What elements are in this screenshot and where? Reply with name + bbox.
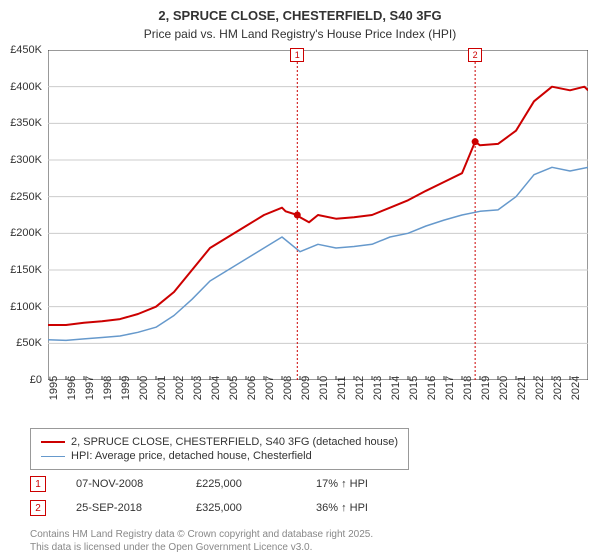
x-tick-label: 1997: [84, 376, 96, 400]
x-tick-label: 2016: [426, 376, 438, 400]
y-tick-label: £400K: [10, 81, 42, 93]
chart-title-line1: 2, SPRUCE CLOSE, CHESTERFIELD, S40 3FG: [0, 0, 600, 25]
legend-item-hpi: HPI: Average price, detached house, Ches…: [41, 449, 398, 463]
footnote-line1: Contains HM Land Registry data © Crown c…: [30, 528, 373, 541]
plot-svg: [48, 50, 588, 380]
x-tick-label: 2019: [480, 376, 492, 400]
plot-area: 12: [48, 50, 588, 380]
x-tick-label: 2018: [462, 376, 474, 400]
chart-marker-badge: 1: [290, 48, 304, 62]
y-tick-label: £50K: [16, 337, 42, 349]
x-tick-label: 2006: [246, 376, 258, 400]
legend: 2, SPRUCE CLOSE, CHESTERFIELD, S40 3FG (…: [30, 428, 409, 470]
x-tick-label: 2015: [408, 376, 420, 400]
y-axis: £0£50K£100K£150K£200K£250K£300K£350K£400…: [0, 50, 46, 380]
marker-price-2: £325,000: [196, 502, 286, 514]
footnote-line2: This data is licensed under the Open Gov…: [30, 541, 373, 554]
markers-table: 1 07-NOV-2008 £225,000 17% ↑ HPI 2 25-SE…: [30, 472, 406, 520]
x-tick-label: 2010: [318, 376, 330, 400]
x-tick-label: 1996: [66, 376, 78, 400]
legend-label-1: HPI: Average price, detached house, Ches…: [71, 450, 312, 462]
y-tick-label: £350K: [10, 117, 42, 129]
y-tick-label: £150K: [10, 264, 42, 276]
x-tick-label: 2020: [498, 376, 510, 400]
x-tick-label: 2008: [282, 376, 294, 400]
x-tick-label: 2021: [516, 376, 528, 400]
chart-container: 2, SPRUCE CLOSE, CHESTERFIELD, S40 3FG P…: [0, 0, 600, 560]
footnote: Contains HM Land Registry data © Crown c…: [30, 528, 373, 554]
y-tick-label: £100K: [10, 301, 42, 313]
marker-date-2: 25-SEP-2018: [76, 502, 166, 514]
x-axis: 1995199619971998199920002001200220032004…: [48, 384, 588, 424]
y-tick-label: £250K: [10, 191, 42, 203]
legend-swatch-1: [41, 456, 65, 457]
marker-price-1: £225,000: [196, 478, 286, 490]
x-tick-label: 2001: [156, 376, 168, 400]
y-tick-label: £200K: [10, 227, 42, 239]
x-tick-label: 2005: [228, 376, 240, 400]
x-tick-label: 2012: [354, 376, 366, 400]
x-tick-label: 2014: [390, 376, 402, 400]
marker-row-1: 1 07-NOV-2008 £225,000 17% ↑ HPI: [30, 472, 406, 496]
x-tick-label: 2000: [138, 376, 150, 400]
x-tick-label: 2007: [264, 376, 276, 400]
marker-row-2: 2 25-SEP-2018 £325,000 36% ↑ HPI: [30, 496, 406, 520]
y-tick-label: £300K: [10, 154, 42, 166]
x-tick-label: 2002: [174, 376, 186, 400]
x-tick-label: 2017: [444, 376, 456, 400]
chart-marker-badge: 2: [468, 48, 482, 62]
x-tick-label: 2004: [210, 376, 222, 400]
marker-badge-1: 1: [30, 476, 46, 492]
y-tick-label: £450K: [10, 44, 42, 56]
x-tick-label: 1998: [102, 376, 114, 400]
marker-delta-1: 17% ↑ HPI: [316, 478, 406, 490]
marker-delta-2: 36% ↑ HPI: [316, 502, 406, 514]
x-tick-label: 2009: [300, 376, 312, 400]
x-tick-label: 2022: [534, 376, 546, 400]
legend-swatch-0: [41, 441, 65, 443]
x-tick-label: 2024: [570, 376, 582, 400]
x-tick-label: 2023: [552, 376, 564, 400]
x-tick-label: 2003: [192, 376, 204, 400]
x-tick-label: 1999: [120, 376, 132, 400]
x-tick-label: 2011: [336, 376, 348, 400]
marker-date-1: 07-NOV-2008: [76, 478, 166, 490]
legend-item-price-paid: 2, SPRUCE CLOSE, CHESTERFIELD, S40 3FG (…: [41, 435, 398, 449]
y-tick-label: £0: [30, 374, 42, 386]
chart-title-line2: Price paid vs. HM Land Registry's House …: [0, 25, 600, 41]
legend-label-0: 2, SPRUCE CLOSE, CHESTERFIELD, S40 3FG (…: [71, 436, 398, 448]
marker-badge-2: 2: [30, 500, 46, 516]
x-tick-label: 1995: [48, 376, 60, 400]
x-tick-label: 2013: [372, 376, 384, 400]
